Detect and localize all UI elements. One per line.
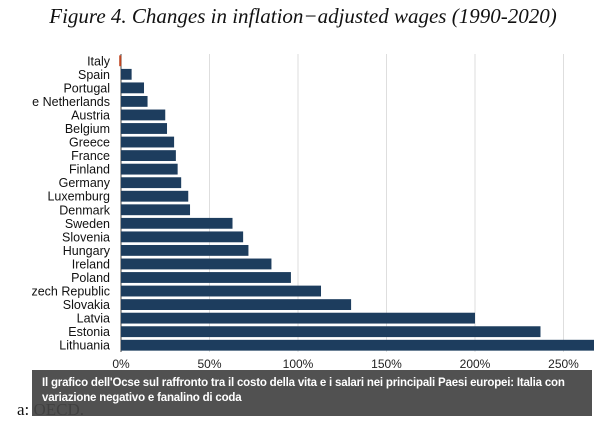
x-tick-label: 200%: [460, 357, 491, 370]
bar: [121, 163, 178, 175]
category-label: Austria: [71, 108, 110, 122]
caption-text: Il grafico dell'Ocse sul raffronto tra i…: [42, 377, 565, 404]
x-tick-labels: 0% 50% 100% 150% 200% 250%: [112, 357, 579, 370]
category-label: Spain: [78, 68, 110, 82]
category-label: Lithuania: [59, 339, 110, 353]
bar: [121, 339, 594, 351]
bar: [121, 231, 244, 243]
category-label: Latvia: [77, 312, 110, 326]
category-label: Hungary: [63, 244, 111, 258]
category-label: Greece: [69, 136, 110, 150]
category-label: Poland: [71, 271, 110, 285]
category-label: Luxemburg: [47, 190, 110, 204]
category-label: zech Republic: [31, 285, 110, 299]
bar: [121, 150, 176, 162]
bar: [121, 177, 182, 189]
x-tick-label: 250%: [548, 357, 579, 370]
category-label: Sweden: [65, 217, 110, 231]
bar: [121, 299, 352, 311]
photo-caption: Il grafico dell'Ocse sul raffronto tra i…: [32, 370, 592, 416]
bar: [121, 109, 166, 121]
category-label: France: [71, 149, 110, 163]
category-label: Finland: [69, 163, 110, 177]
bar: [121, 258, 272, 270]
bar: [119, 55, 122, 67]
x-tick-label: 0%: [112, 357, 130, 370]
bar: [121, 285, 322, 297]
bar: [121, 123, 168, 134]
bar: [121, 312, 475, 324]
category-label: Portugal: [63, 81, 110, 95]
bar: [121, 244, 249, 256]
category-label: e Netherlands: [32, 95, 110, 109]
chart-title: Figure 4. Changes in inflation−adjusted …: [49, 4, 557, 28]
bar: [121, 217, 233, 229]
category-label: Slovakia: [63, 298, 110, 312]
bar: [121, 204, 191, 216]
bar: [121, 190, 189, 202]
bar: [121, 95, 148, 107]
bar: [121, 272, 291, 283]
x-tick-label: 100%: [283, 357, 314, 370]
category-label: Belgium: [65, 122, 110, 136]
bar: [121, 82, 145, 94]
bar: [121, 136, 175, 148]
category-label: Germany: [59, 176, 111, 190]
x-tick-label: 50%: [197, 357, 221, 370]
category-label: Denmark: [59, 203, 110, 217]
bar: [121, 68, 132, 80]
x-tick-label: 150%: [371, 357, 402, 370]
category-label: Estonia: [68, 325, 110, 339]
bars: [119, 55, 594, 351]
bar: [121, 326, 541, 338]
category-label: Italy: [87, 54, 111, 68]
category-label: Slovenia: [62, 230, 110, 244]
category-label: Ireland: [72, 257, 110, 271]
